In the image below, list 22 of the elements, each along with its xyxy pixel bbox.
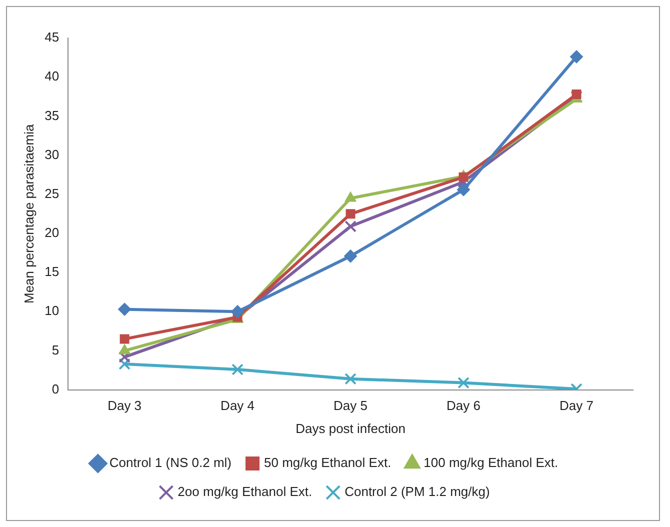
- x-axis-title: Days post infection: [296, 420, 406, 436]
- y-tick-label: 5: [52, 342, 60, 358]
- y-tick-label: 0: [52, 381, 60, 396]
- x-tick-label: Day 7: [560, 398, 594, 414]
- y-tick-label: 10: [44, 303, 60, 318]
- legend-label: 50 mg/kg Ethanol Ext.: [264, 455, 392, 470]
- y-tick-label: 45: [44, 30, 60, 45]
- y-tick-label: 20: [44, 225, 60, 240]
- y-tick-label: 25: [44, 186, 60, 201]
- y-tick-label: 40: [44, 68, 60, 84]
- legend-label: 100 mg/kg Ethanol Ext.: [424, 455, 558, 470]
- y-tick-label: 30: [44, 146, 60, 162]
- legend-label: 2oo mg/kg Ethanol Ext.: [178, 484, 312, 500]
- x-tick-label: Day 6: [446, 398, 480, 414]
- y-axis-title: Mean percentage parasitaemia: [21, 124, 36, 304]
- y-tick-label: 15: [44, 264, 60, 280]
- x-tick-label: Day 4: [220, 398, 255, 414]
- legend-label: Control 2 (PM 1.2 mg/kg): [344, 484, 490, 500]
- legend-label: Control 1 (NS 0.2 ml): [109, 455, 232, 470]
- x-tick-label: Day 3: [108, 398, 142, 414]
- y-tick-label: 35: [44, 108, 60, 123]
- x-tick-label: Day 5: [334, 398, 368, 414]
